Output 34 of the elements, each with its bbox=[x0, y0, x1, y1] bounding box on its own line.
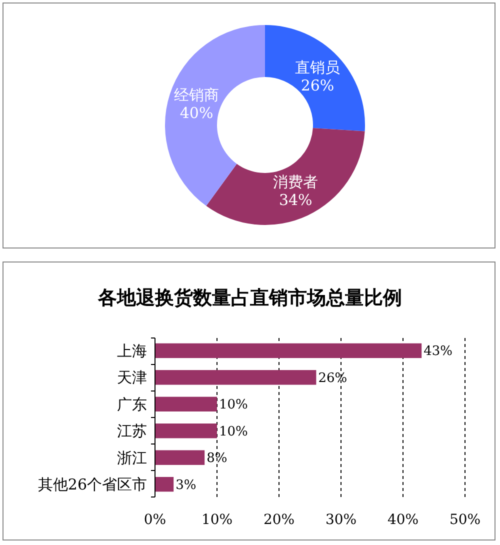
bar bbox=[155, 343, 422, 358]
data-label: 26% bbox=[318, 370, 348, 386]
x-tick-label: 10% bbox=[201, 512, 233, 528]
x-tick-label: 0% bbox=[144, 512, 166, 528]
y-tick-label: 其他26个省区市 bbox=[38, 476, 147, 494]
bar bbox=[155, 476, 174, 492]
x-tick-label: 20% bbox=[263, 512, 295, 528]
slice-label: 直销员 bbox=[294, 58, 340, 77]
slice-label: 消费者 bbox=[273, 173, 318, 192]
y-tick-label: 浙江 bbox=[117, 448, 147, 467]
data-label: 34% bbox=[278, 191, 312, 210]
x-tick-label: 30% bbox=[325, 512, 357, 528]
donut-slice bbox=[165, 25, 265, 206]
y-tick-label: 广东 bbox=[117, 395, 147, 414]
slice-label: 经销商 bbox=[174, 86, 220, 104]
bar bbox=[155, 370, 316, 385]
donut-slice bbox=[265, 25, 365, 132]
bar bbox=[155, 450, 205, 465]
data-label: 8% bbox=[206, 451, 228, 466]
data-label: 43% bbox=[424, 344, 453, 360]
x-tick-label: 50% bbox=[449, 512, 481, 528]
bar bbox=[155, 424, 217, 438]
bar bbox=[155, 396, 217, 412]
data-label: 3% bbox=[176, 478, 196, 493]
data-label: 10% bbox=[219, 398, 248, 413]
data-label: 40% bbox=[180, 104, 214, 122]
y-tick-label: 江苏 bbox=[117, 422, 147, 440]
chart-title: 各地退换货数量占直销市场总量比例 bbox=[97, 287, 402, 309]
y-tick-label: 上海 bbox=[117, 342, 147, 360]
x-tick-label: 40% bbox=[387, 512, 419, 528]
y-tick-label: 天津 bbox=[117, 368, 147, 387]
donut-slice bbox=[206, 128, 365, 225]
data-label: 10% bbox=[219, 424, 248, 440]
data-label: 26% bbox=[300, 76, 334, 95]
